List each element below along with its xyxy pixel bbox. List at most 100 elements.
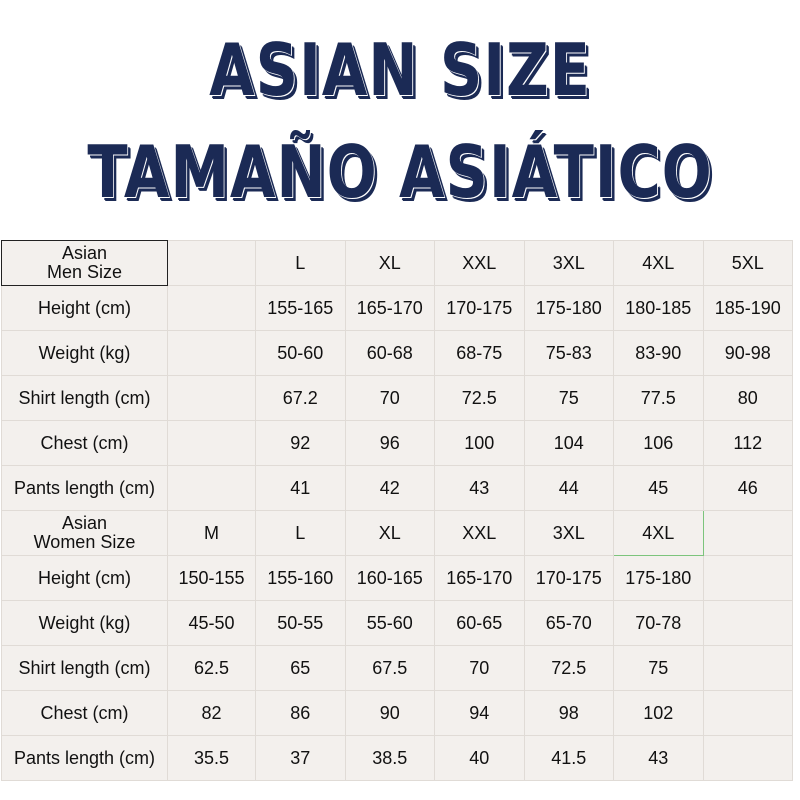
men-weight-row: Weight (kg) 50-60 60-68 68-75 75-83 83-9…	[1, 330, 793, 376]
table-cell	[167, 420, 256, 466]
row-label: Height (cm)	[1, 285, 168, 331]
table-cell: 68-75	[434, 330, 525, 376]
table-cell: 185-190	[702, 285, 793, 331]
table-cell: 41.5	[523, 735, 614, 781]
men-pants-length-row: Pants length (cm) 41 42 43 44 45 46	[1, 465, 793, 511]
men-height-row: Height (cm) 155-165 165-170 170-175 175-…	[1, 285, 793, 331]
table-cell: 72.5	[523, 645, 614, 691]
table-cell: 96	[344, 420, 435, 466]
table-cell: 90-98	[702, 330, 793, 376]
table-cell: 155-165	[255, 285, 346, 331]
women-size-header: Asian Women Size	[1, 510, 168, 556]
row-label: Pants length (cm)	[1, 465, 168, 511]
table-cell: 75	[523, 375, 614, 421]
table-cell: 86	[255, 690, 346, 736]
table-cell: 42	[344, 465, 435, 511]
table-cell: 100	[434, 420, 525, 466]
row-label: Chest (cm)	[1, 690, 168, 736]
women-height-row: Height (cm) 150-155 155-160 160-165 165-…	[1, 555, 793, 601]
table-cell: 35.5	[167, 735, 256, 781]
table-cell: 150-155	[167, 555, 256, 601]
table-cell	[167, 285, 256, 331]
table-cell: 70	[434, 645, 525, 691]
table-cell: 112	[702, 420, 793, 466]
men-size-header-row: Asian Men Size L XL XXL 3XL 4XL 5XL	[1, 240, 793, 286]
men-size-header-line1: Asian	[61, 243, 108, 263]
row-label: Pants length (cm)	[1, 735, 168, 781]
table-cell	[702, 645, 793, 691]
table-cell	[167, 375, 256, 421]
table-cell: 46	[702, 465, 793, 511]
table-cell: 165-170	[434, 555, 525, 601]
table-cell	[167, 465, 256, 511]
table-cell: 80	[702, 375, 793, 421]
table-cell: 180-185	[613, 285, 704, 331]
table-cell: 83-90	[613, 330, 704, 376]
table-cell: 44	[523, 465, 614, 511]
row-label: Shirt length (cm)	[1, 375, 168, 421]
table-cell: 67.2	[255, 375, 346, 421]
table-cell: 55-60	[344, 600, 435, 646]
table-cell: 65-70	[523, 600, 614, 646]
table-cell: 98	[523, 690, 614, 736]
table-cell: 67.5	[344, 645, 435, 691]
table-cell: 90	[344, 690, 435, 736]
table-cell: 106	[613, 420, 704, 466]
size-label: 3XL	[523, 510, 614, 556]
size-label: L	[255, 510, 346, 556]
table-cell: 104	[523, 420, 614, 466]
row-label: Weight (kg)	[1, 600, 168, 646]
size-label: M	[167, 510, 256, 556]
page-title-english: ASIAN SIZE	[209, 28, 591, 112]
women-size-header-line2: Women Size	[33, 532, 136, 552]
page-title-spanish: TAMAÑO ASIÁTICO	[87, 130, 713, 214]
table-cell: 75	[613, 645, 704, 691]
table-cell: 82	[167, 690, 256, 736]
table-cell: 70-78	[613, 600, 704, 646]
size-label: 3XL	[523, 240, 614, 286]
row-label: Shirt length (cm)	[1, 645, 168, 691]
row-label: Height (cm)	[1, 555, 168, 601]
table-cell: 102	[613, 690, 704, 736]
size-label: 4XL	[613, 240, 704, 286]
table-cell: 37	[255, 735, 346, 781]
men-size-header: Asian Men Size	[1, 240, 168, 286]
men-size-header-line2: Men Size	[46, 262, 123, 282]
table-cell	[702, 690, 793, 736]
table-cell: 170-175	[523, 555, 614, 601]
row-label: Chest (cm)	[1, 420, 168, 466]
size-label: 5XL	[702, 240, 793, 286]
table-cell: 92	[255, 420, 346, 466]
table-cell: 175-180	[523, 285, 614, 331]
table-cell	[702, 735, 793, 781]
women-pants-length-row: Pants length (cm) 35.5 37 38.5 40 41.5 4…	[1, 735, 793, 781]
table-cell: 160-165	[344, 555, 435, 601]
table-cell	[702, 555, 793, 601]
table-cell: 50-55	[255, 600, 346, 646]
table-cell: 60-68	[344, 330, 435, 376]
table-cell: 94	[434, 690, 525, 736]
size-label	[702, 510, 793, 556]
size-label: XXL	[434, 510, 525, 556]
women-size-header-row: Asian Women Size M L XL XXL 3XL 4XL	[1, 510, 793, 556]
row-label: Weight (kg)	[1, 330, 168, 376]
table-cell: 70	[344, 375, 435, 421]
men-shirt-length-row: Shirt length (cm) 67.2 70 72.5 75 77.5 8…	[1, 375, 793, 421]
table-cell: 41	[255, 465, 346, 511]
table-cell: 60-65	[434, 600, 525, 646]
table-cell: 72.5	[434, 375, 525, 421]
table-cell: 38.5	[344, 735, 435, 781]
table-cell	[702, 600, 793, 646]
table-cell: 62.5	[167, 645, 256, 691]
table-cell: 50-60	[255, 330, 346, 376]
size-label	[167, 240, 256, 286]
table-cell: 43	[434, 465, 525, 511]
size-label: XL	[344, 510, 435, 556]
women-shirt-length-row: Shirt length (cm) 62.5 65 67.5 70 72.5 7…	[1, 645, 793, 691]
women-chest-row: Chest (cm) 82 86 90 94 98 102	[1, 690, 793, 736]
size-chart-table: Asian Men Size L XL XXL 3XL 4XL 5XL Heig…	[1, 240, 793, 781]
size-label: XXL	[434, 240, 525, 286]
table-cell: 45	[613, 465, 704, 511]
table-cell: 175-180	[613, 555, 704, 601]
table-cell: 165-170	[344, 285, 435, 331]
